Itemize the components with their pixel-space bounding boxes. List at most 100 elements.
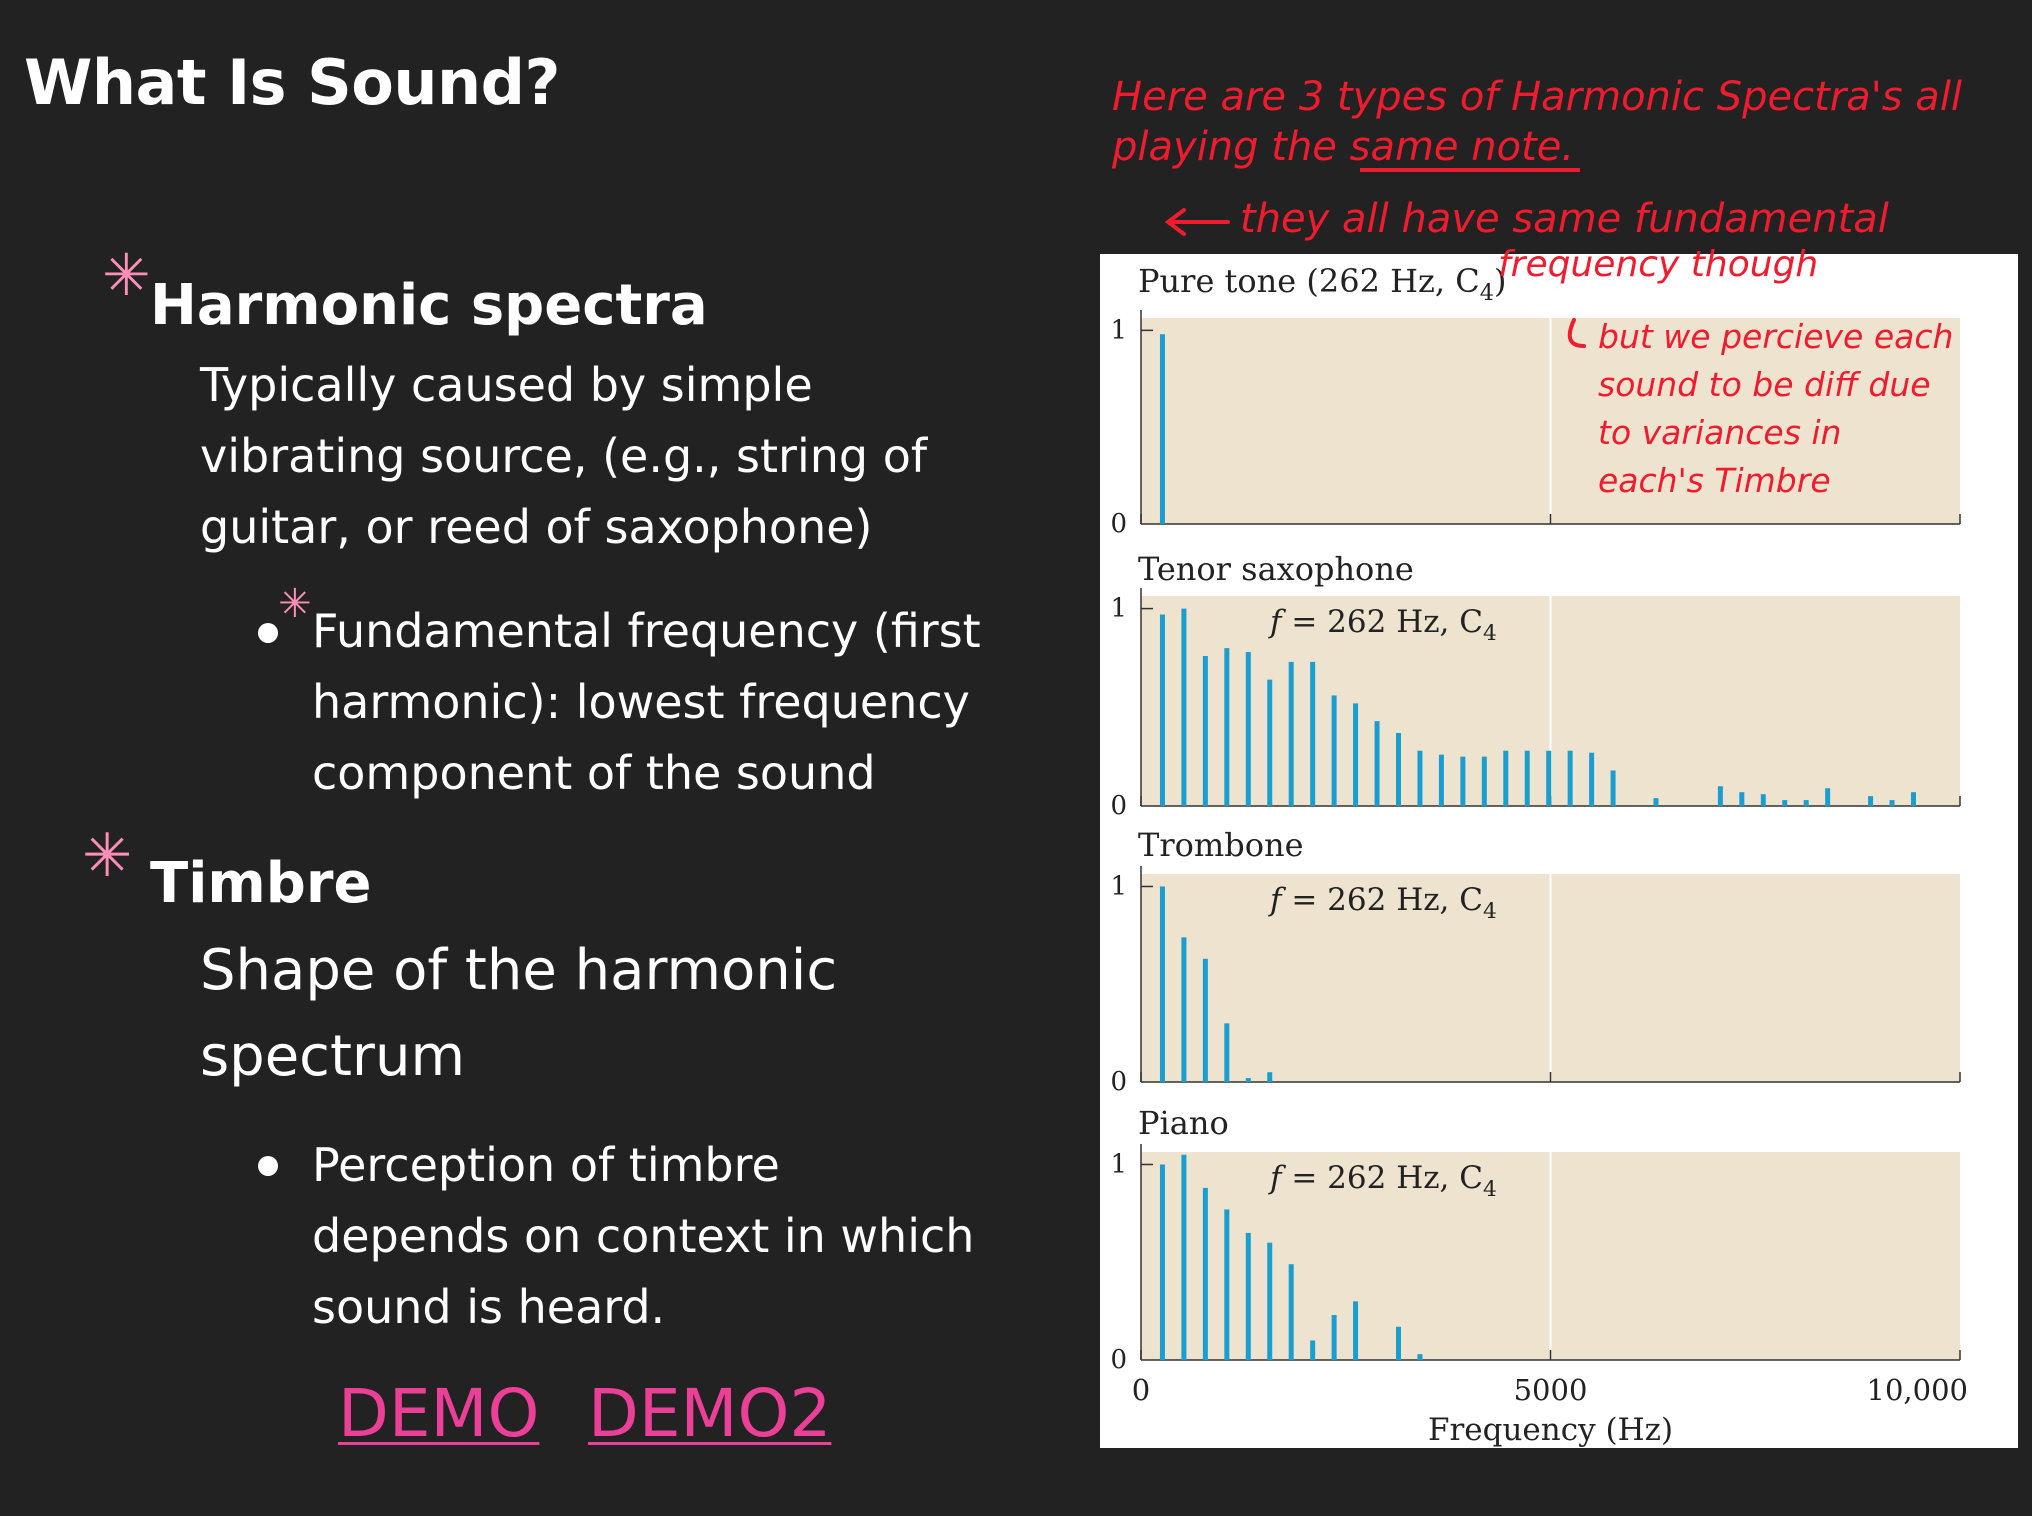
spectrum-bar bbox=[1353, 1301, 1359, 1360]
asterisk-doodle-icon: ✳ bbox=[278, 581, 312, 627]
description-line: vibrating source, (e.g., string of bbox=[200, 429, 928, 483]
annotation-arrow-icon bbox=[1164, 208, 1230, 236]
y-tick-label: 0 bbox=[1110, 791, 1127, 821]
y-tick-label: 0 bbox=[1110, 1345, 1127, 1375]
spectrum-bar bbox=[1159, 334, 1165, 524]
heading-harmonic-spectra: Harmonic spectra bbox=[150, 273, 708, 338]
spectrum-bar bbox=[1245, 652, 1251, 806]
x-axis-label: Frequency (Hz) bbox=[1428, 1412, 1673, 1448]
spectrum-bar bbox=[1245, 1078, 1251, 1082]
spectrum-bar bbox=[1202, 1187, 1208, 1360]
x-tick-label: 0 bbox=[1132, 1373, 1150, 1407]
bullet-dot-icon bbox=[258, 1156, 278, 1176]
frequency-label: f = 262 Hz, C4 bbox=[1268, 604, 1497, 646]
harmonic-spectra-description: Typically caused by simple vibrating sou… bbox=[200, 350, 927, 563]
spectrum-bar bbox=[1181, 937, 1187, 1082]
demo2-link[interactable]: DEMO2 bbox=[588, 1375, 832, 1452]
spectra-chart: 0 1 Pure tone (262 Hz, C4) 0 1 Tenor saxophon… bbox=[1110, 262, 1968, 1448]
annotation-arrow-line: they all have same fundamental bbox=[1240, 196, 1889, 242]
spectrum-bar bbox=[1760, 794, 1766, 806]
spectrum-bar bbox=[1331, 695, 1337, 806]
heading-timbre: Timbre bbox=[150, 851, 372, 916]
spectrum-bar bbox=[1224, 648, 1230, 806]
asterisk-doodle-icon: ✳ bbox=[102, 241, 151, 309]
spectrum-bar bbox=[1224, 1023, 1230, 1082]
panel-title: Piano bbox=[1138, 1104, 1229, 1142]
spectrum-bar bbox=[1245, 1232, 1251, 1360]
panel-title: Pure tone (262 Hz, C4) bbox=[1138, 262, 1506, 306]
spectrum-bar bbox=[1310, 661, 1316, 806]
description-line: spectrum bbox=[200, 1024, 465, 1089]
spectrum-bar bbox=[1224, 1209, 1230, 1360]
panel-title: Tenor saxophone bbox=[1138, 550, 1414, 588]
annotation-line: Here are 3 types of Harmonic Spectra's a… bbox=[1112, 74, 1962, 120]
spectrum-bar bbox=[1202, 958, 1208, 1082]
spectrum-bar bbox=[1653, 798, 1659, 806]
demo-link[interactable]: DEMO bbox=[338, 1375, 540, 1452]
spectrum-bar bbox=[1288, 661, 1294, 806]
spectrum-bar bbox=[1288, 1264, 1294, 1360]
spectrum-bar bbox=[1546, 750, 1552, 806]
slide-title: What Is Sound? bbox=[24, 46, 561, 119]
x-tick-label: 10,000 bbox=[1867, 1373, 1968, 1407]
bullet-line: harmonic): lowest frequency bbox=[312, 675, 970, 729]
frequency-label: f = 262 Hz, C4 bbox=[1268, 882, 1497, 924]
bullet-line: Perception of timbre bbox=[312, 1138, 780, 1192]
spectrum-bar bbox=[1910, 792, 1916, 806]
spectrum-bar bbox=[1159, 1164, 1165, 1360]
bullet-line: depends on context in which bbox=[312, 1209, 975, 1263]
spectrum-bar bbox=[1889, 800, 1895, 806]
bullet-line: Fundamental frequency (first bbox=[312, 604, 981, 658]
spectrum-bar bbox=[1868, 796, 1874, 806]
spectrum-bar bbox=[1181, 608, 1187, 806]
spectrum-bar bbox=[1739, 792, 1745, 806]
spectrum-bar bbox=[1589, 752, 1595, 806]
spectrum-bar bbox=[1353, 703, 1359, 806]
annotation-line: playing the same note. bbox=[1111, 124, 1574, 170]
fundamental-frequency-bullet: Fundamental frequency (first harmonic): … bbox=[312, 596, 981, 809]
bullet-line: component of the sound bbox=[312, 746, 876, 800]
spectrum-bar bbox=[1717, 786, 1723, 806]
spectrum-bar bbox=[1202, 655, 1208, 806]
description-line: Shape of the harmonic bbox=[200, 938, 838, 1003]
description-line: guitar, or reed of saxophone) bbox=[200, 500, 873, 554]
x-tick-label: 5000 bbox=[1514, 1373, 1588, 1407]
frequency-label: f = 262 Hz, C4 bbox=[1268, 1160, 1497, 1202]
spectrum-bar bbox=[1310, 1340, 1316, 1360]
spectrum-bar bbox=[1395, 732, 1401, 806]
spectrum-bar bbox=[1503, 750, 1509, 806]
spectrum-bar bbox=[1524, 750, 1530, 806]
spectrum-bar bbox=[1481, 756, 1487, 806]
spectrum-bar bbox=[1267, 1072, 1273, 1082]
y-tick-label: 1 bbox=[1110, 315, 1127, 345]
description-line: Typically caused by simple bbox=[200, 358, 813, 412]
bullet-dot-icon bbox=[258, 623, 278, 643]
spectrum-bar bbox=[1267, 1242, 1273, 1360]
asterisk-doodle-icon: ✳ bbox=[82, 821, 133, 891]
spectrum-bar bbox=[1331, 1315, 1337, 1360]
spectrum-bar bbox=[1267, 679, 1273, 806]
spectrum-bar bbox=[1181, 1154, 1187, 1360]
spectrum-bar bbox=[1825, 788, 1831, 806]
spectrum-bar bbox=[1803, 800, 1809, 806]
y-tick-label: 0 bbox=[1110, 1067, 1127, 1097]
y-tick-label: 1 bbox=[1110, 1149, 1127, 1179]
spectrum-bar bbox=[1782, 800, 1788, 806]
y-tick-label: 0 bbox=[1110, 509, 1127, 539]
spectrum-bar bbox=[1417, 750, 1423, 806]
timbre-perception-bullet: Perception of timbre depends on context … bbox=[312, 1130, 974, 1343]
spectrum-bar bbox=[1374, 721, 1380, 806]
y-tick-label: 1 bbox=[1110, 594, 1127, 624]
spectrum-bar bbox=[1159, 886, 1165, 1082]
bullet-line: sound is heard. bbox=[312, 1280, 666, 1334]
spectrum-bar bbox=[1460, 756, 1466, 806]
y-tick-label: 1 bbox=[1110, 871, 1127, 901]
harmonic-spectra-figure: 0 1 Pure tone (262 Hz, C4) 0 1 Tenor saxophon… bbox=[1100, 254, 2018, 1448]
spectrum-bar bbox=[1159, 614, 1165, 806]
spectrum-bar bbox=[1567, 750, 1573, 806]
spectrum-bar bbox=[1610, 770, 1616, 806]
spectrum-bar bbox=[1395, 1326, 1401, 1360]
spectrum-bar bbox=[1417, 1354, 1423, 1360]
timbre-description: Shape of the harmonic spectrum bbox=[200, 928, 837, 1100]
